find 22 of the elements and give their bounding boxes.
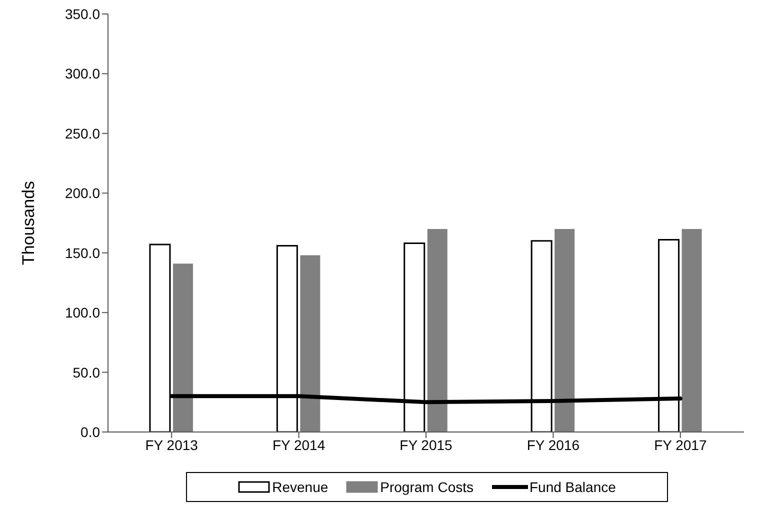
x-tick-label: FY 2014 bbox=[272, 436, 326, 453]
bar bbox=[427, 228, 448, 432]
y-tick-label: 350.0 bbox=[64, 6, 100, 22]
bar bbox=[554, 228, 575, 432]
y-tick-label: 200.0 bbox=[64, 185, 100, 202]
y-axis-title: Thousands bbox=[19, 180, 38, 266]
bar bbox=[682, 228, 702, 432]
legend-label: Program Costs bbox=[380, 479, 474, 495]
y-tick-label: 150.0 bbox=[64, 244, 100, 261]
y-tick-label: 250.0 bbox=[64, 125, 100, 142]
bar bbox=[300, 255, 320, 432]
x-tick-label: FY 2013 bbox=[145, 436, 198, 453]
y-tick-label: 50.0 bbox=[72, 364, 100, 380]
x-tick-label: FY 2015 bbox=[400, 436, 453, 453]
x-tick-label: FY 2017 bbox=[654, 436, 707, 453]
y-tick-label: 0.0 bbox=[80, 424, 100, 440]
y-tick-label: 300.0 bbox=[64, 66, 100, 82]
y-tick-label: 100.0 bbox=[64, 304, 100, 321]
legend-label: Revenue bbox=[272, 479, 328, 495]
bar bbox=[172, 264, 193, 432]
legend-label: Fund Balance bbox=[530, 479, 616, 495]
x-tick-label: FY 2016 bbox=[526, 436, 580, 453]
